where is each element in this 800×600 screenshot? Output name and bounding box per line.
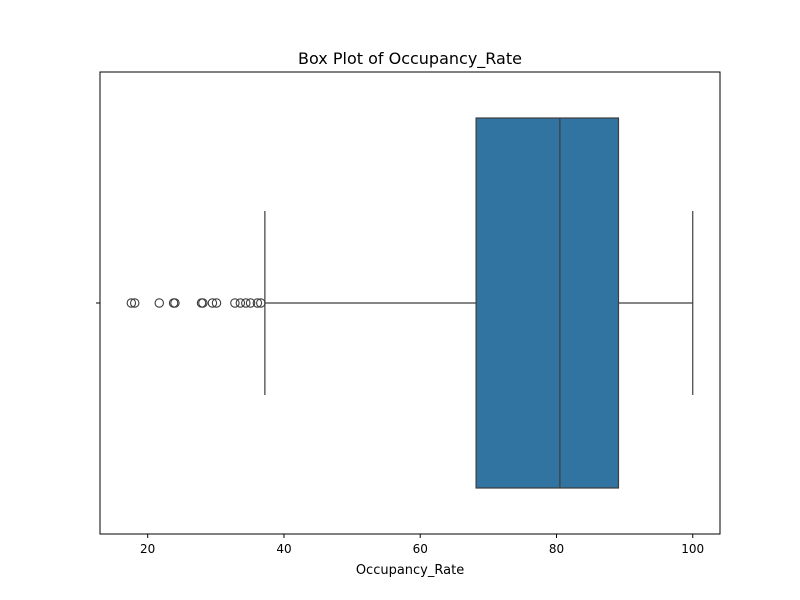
x-axis-label: Occupancy_Rate bbox=[356, 563, 464, 578]
outlier-point bbox=[207, 298, 218, 308]
outlier-point bbox=[245, 298, 256, 308]
outlier-point bbox=[170, 298, 180, 308]
chart-title: Box Plot of Occupancy_Rate bbox=[298, 49, 522, 69]
outlier-point bbox=[235, 298, 246, 308]
outlier-point bbox=[198, 298, 208, 308]
x-tick-label: 20 bbox=[140, 542, 155, 556]
outlier-point bbox=[252, 298, 263, 308]
iqr-box bbox=[475, 117, 620, 489]
outlier-point bbox=[241, 298, 251, 308]
outlier-point bbox=[256, 298, 266, 308]
outlier-point bbox=[129, 298, 140, 308]
outlier-point bbox=[154, 298, 165, 308]
x-tick-label: 100 bbox=[681, 542, 704, 556]
outlier-point bbox=[126, 298, 137, 308]
x-tick-label: 60 bbox=[413, 542, 428, 556]
outlier-point bbox=[230, 298, 240, 308]
outlier-point bbox=[211, 298, 222, 308]
x-tick-label: 80 bbox=[549, 542, 564, 556]
plot-area: 20 40 60 80 100 bbox=[96, 71, 721, 556]
x-tick-label: 40 bbox=[276, 542, 291, 556]
